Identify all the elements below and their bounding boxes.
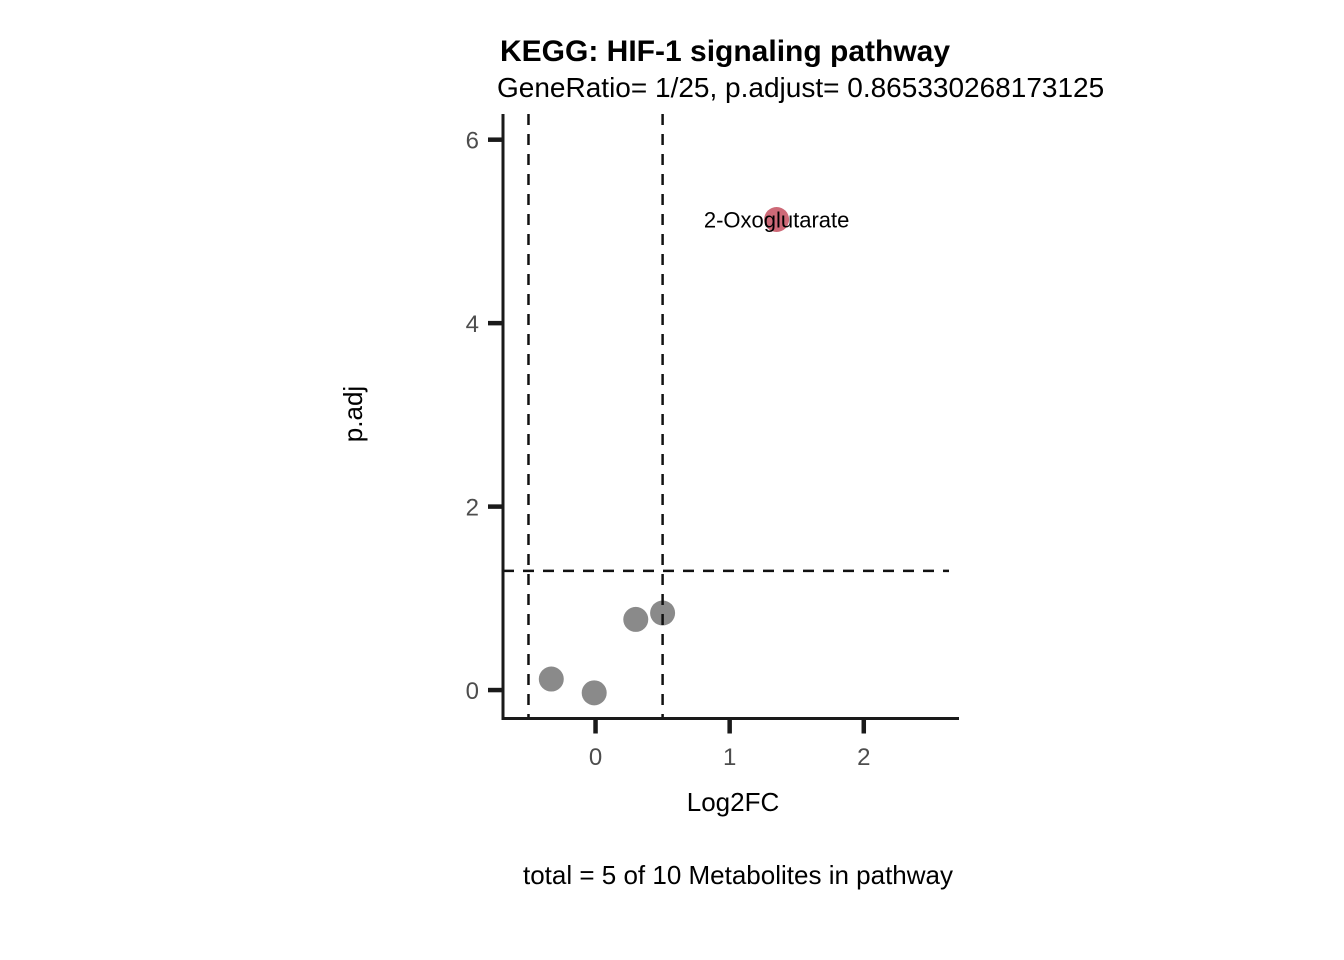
x-tick-label: 0	[589, 744, 602, 771]
chart-title: KEGG: HIF-1 signaling pathway	[500, 35, 950, 68]
data-point	[650, 600, 676, 626]
data-point	[764, 206, 790, 232]
y-tick-label: 0	[466, 678, 479, 705]
x-tick-label: 1	[723, 744, 736, 771]
chart-subtitle: GeneRatio= 1/25, p.adjust= 0.86533026817…	[497, 72, 1104, 103]
data-point	[623, 606, 649, 632]
data-point	[538, 666, 564, 692]
data-point	[581, 680, 607, 706]
figure-caption: total = 5 of 10 Metabolites in pathway	[523, 860, 953, 890]
x-axis-title: Log2FC	[687, 787, 780, 817]
plot-panel: 2-Oxoglutarate 0 2 4 6 0 1 2	[466, 114, 959, 771]
y-tick-label: 6	[466, 128, 479, 155]
y-tick-label: 2	[466, 495, 479, 522]
data-point-label: 2-Oxoglutarate	[704, 207, 850, 232]
y-tick-label: 4	[466, 311, 479, 338]
y-axis-title: p.adj	[338, 386, 368, 442]
x-tick-label: 2	[857, 744, 870, 771]
